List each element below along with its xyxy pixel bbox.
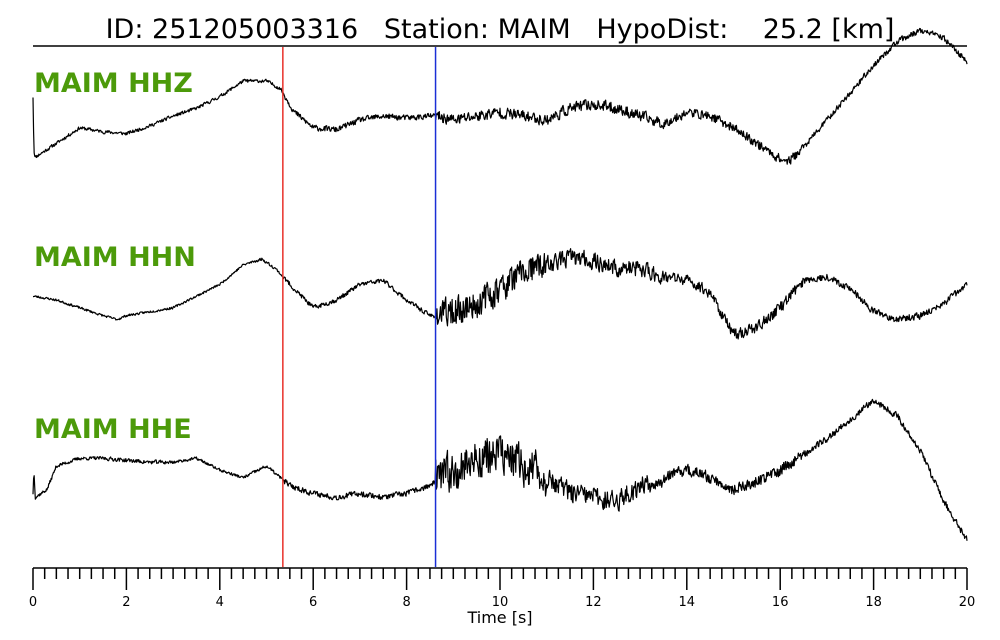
- x-tick-label: 14: [679, 595, 696, 610]
- x-tick-label: 12: [585, 595, 602, 610]
- x-tick-label: 0: [29, 595, 37, 610]
- title-station-value: MAIM: [498, 14, 571, 45]
- x-tick-label: 8: [402, 595, 410, 610]
- x-tick-label: 2: [122, 595, 130, 610]
- pick-lines: [282, 47, 437, 567]
- title-hypodist-unit: [km]: [831, 14, 894, 45]
- channel-labels: MAIM HHZ MAIM HHN MAIM HHE: [34, 68, 196, 445]
- channel-label-maim-hhe: MAIM HHE: [34, 414, 192, 445]
- title-id-label: ID:: [106, 14, 144, 45]
- x-tick-label: 4: [216, 595, 224, 610]
- channel-label-maim-hhz: MAIM HHZ: [34, 68, 193, 99]
- trace-maim-hhe: [32, 398, 968, 541]
- trace-maim-hhz: [32, 27, 968, 165]
- time-axis: 0 2 4 6 8 10 12 14 16 18 20: [29, 567, 976, 610]
- channel-label-maim-hhn: MAIM HHN: [34, 242, 196, 273]
- x-tick-label: 6: [309, 595, 317, 610]
- title-hypodist-label: HypoDist:: [596, 14, 728, 45]
- trace-maim-hhn: [32, 248, 968, 340]
- title-hypodist-value: 25.2: [763, 14, 823, 45]
- x-tick-label: 18: [865, 595, 882, 610]
- trace-group: [32, 27, 968, 541]
- x-axis-label: Time [s]: [466, 608, 532, 627]
- x-tick-label: 16: [772, 595, 789, 610]
- x-tick-label: 20: [959, 595, 976, 610]
- title-station-label: Station:: [384, 14, 489, 45]
- title-id-value: 251205003316: [152, 14, 358, 45]
- x-tick-label: 10: [492, 595, 509, 610]
- plot-title: ID: 251205003316 Station: MAIM HypoDist:…: [106, 14, 895, 45]
